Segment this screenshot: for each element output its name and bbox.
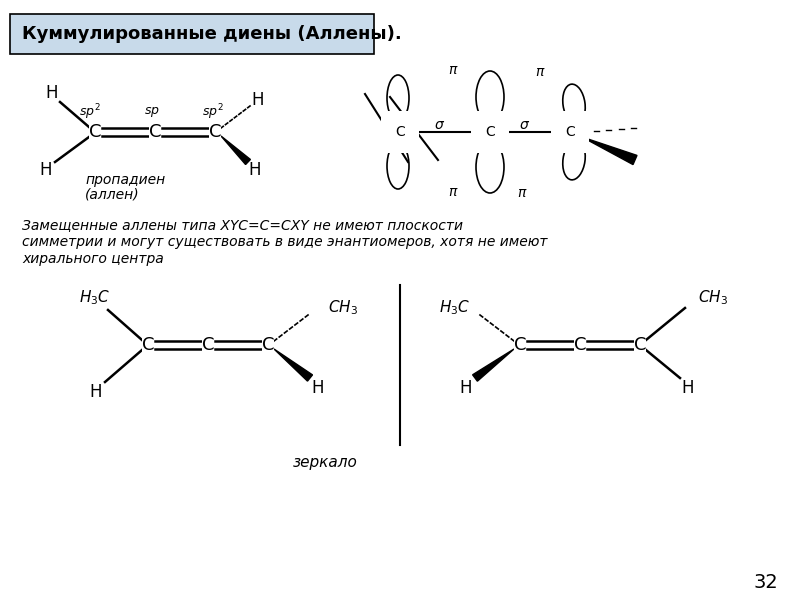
Text: C: C [574, 336, 586, 354]
Text: C: C [395, 125, 405, 139]
Text: $\sigma$: $\sigma$ [434, 118, 446, 132]
Text: H: H [40, 161, 52, 179]
Polygon shape [274, 349, 313, 381]
Text: 32: 32 [754, 572, 778, 592]
Text: H: H [460, 379, 472, 397]
Polygon shape [221, 136, 250, 164]
Text: C: C [89, 123, 102, 141]
Text: H: H [90, 383, 102, 401]
Text: C: C [485, 125, 495, 139]
Text: $\pi$: $\pi$ [517, 186, 527, 200]
Text: $sp$: $sp$ [144, 105, 160, 119]
Polygon shape [473, 349, 514, 381]
Text: C: C [149, 123, 162, 141]
Text: C: C [202, 336, 214, 354]
Text: Замещенные аллены типа XYC=C=CXY не имеют плоскости: Замещенные аллены типа XYC=C=CXY не имею… [22, 218, 463, 232]
FancyBboxPatch shape [10, 14, 374, 54]
Text: C: C [514, 336, 526, 354]
Text: H: H [312, 379, 324, 397]
Text: $sp^2$: $sp^2$ [202, 102, 224, 122]
Text: симметрии и могут существовать в виде энантиомеров, хотя не имеют: симметрии и могут существовать в виде эн… [22, 235, 547, 249]
Text: $\pi$: $\pi$ [448, 63, 458, 77]
Text: $H_3C$: $H_3C$ [439, 299, 470, 317]
Text: C: C [565, 125, 575, 139]
Text: $\sigma$: $\sigma$ [519, 118, 530, 132]
Text: H: H [682, 379, 694, 397]
Text: $\pi$: $\pi$ [448, 185, 458, 199]
Text: (аллен): (аллен) [85, 187, 140, 201]
Text: H: H [249, 161, 262, 179]
Text: $CH_3$: $CH_3$ [328, 299, 358, 317]
Text: зеркало: зеркало [293, 455, 358, 469]
Text: $sp^2$: $sp^2$ [79, 102, 101, 122]
Text: $H_3C$: $H_3C$ [79, 289, 110, 307]
Text: C: C [262, 336, 274, 354]
Text: $CH_3$: $CH_3$ [698, 289, 728, 307]
Text: пропадиен: пропадиен [85, 173, 166, 187]
Text: C: C [209, 123, 222, 141]
Polygon shape [582, 137, 637, 164]
Text: C: C [142, 336, 154, 354]
Text: хирального центра: хирального центра [22, 252, 164, 266]
Text: C: C [634, 336, 646, 354]
Text: $\pi$: $\pi$ [534, 65, 546, 79]
Text: Куммулированные диены (Аллены).: Куммулированные диены (Аллены). [22, 25, 402, 43]
Text: H: H [252, 91, 264, 109]
Text: H: H [46, 84, 58, 102]
